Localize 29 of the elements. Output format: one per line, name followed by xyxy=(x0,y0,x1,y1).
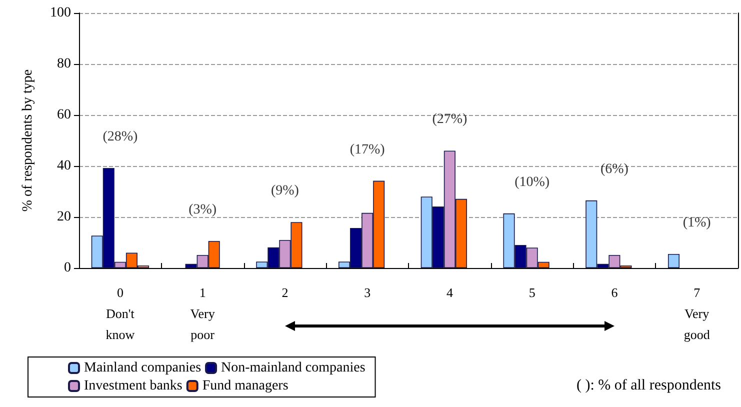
y-tick-label: 80 xyxy=(57,56,71,72)
legend-label: Non-mainland companies xyxy=(221,360,366,376)
y-tick-label: 100 xyxy=(50,6,71,20)
x-tick-label: 0 Don't know xyxy=(106,285,136,342)
x-tick-label: 1 Very poor xyxy=(190,285,216,342)
annotation: (27%) xyxy=(432,112,468,128)
legend-label: Investment banks xyxy=(84,378,182,394)
y-tick-label: 60 xyxy=(57,108,71,122)
x-tick-label: 4 xyxy=(446,285,454,300)
legend-label: Mainland companies xyxy=(84,360,202,376)
annotation: (6%) xyxy=(600,162,629,177)
annotation: (1%) xyxy=(682,215,712,230)
annotation: (3%) xyxy=(188,202,217,218)
y-tick-label: 20 xyxy=(57,210,71,224)
y-axis-title: % of respondents by type xyxy=(20,69,36,212)
bar xyxy=(668,254,680,268)
annotation: (10%) xyxy=(514,174,550,190)
y-tick-label: 0 xyxy=(64,260,71,276)
x-tick-label: 2 xyxy=(282,285,288,300)
x-tick-label: 3 xyxy=(364,285,371,300)
x-tick-label: 7 Very good xyxy=(684,285,710,342)
annotation: (28%) xyxy=(102,130,138,145)
x-tick-label: 5 xyxy=(528,285,536,300)
x-tick-label: 6 xyxy=(611,285,618,300)
annotation: (17%) xyxy=(350,142,386,158)
annotation: (9%) xyxy=(270,184,300,199)
text: ( ): % of all respondents xyxy=(576,378,722,394)
legend-label: Fund managers xyxy=(202,378,288,394)
y-tick-label: 40 xyxy=(57,158,71,174)
